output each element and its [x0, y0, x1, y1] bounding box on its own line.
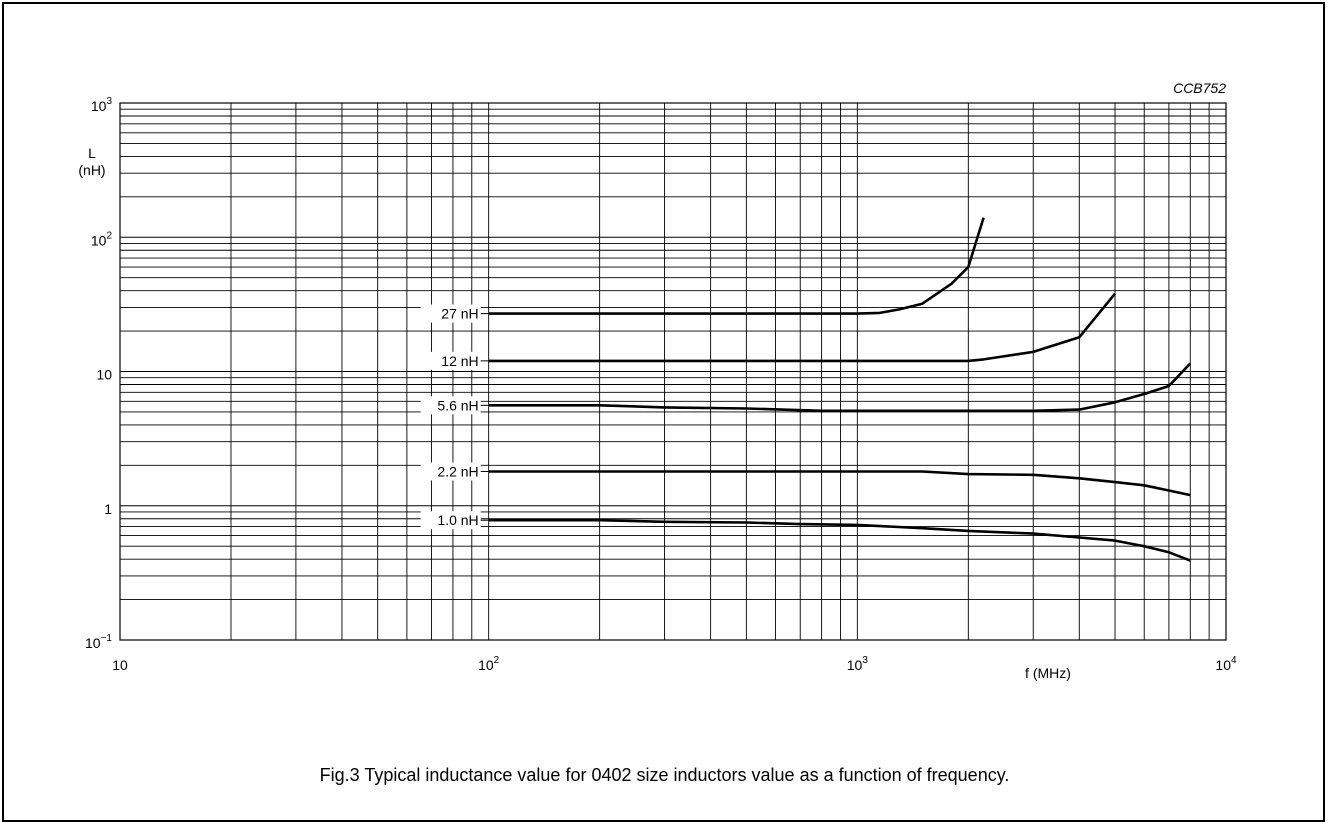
series-label-bg: [420, 396, 481, 415]
y-tick-label: 10: [96, 367, 112, 383]
series-line-4: [488, 518, 1191, 562]
x-tick-label: 104: [1215, 655, 1237, 673]
series-label-1: 12 nH: [441, 353, 478, 369]
y-axis-label: L: [88, 145, 96, 161]
y-tick-label: 1: [104, 501, 112, 517]
y-tick-label: 102: [91, 230, 113, 248]
series-label-bg: [420, 304, 481, 323]
series-label-0: 27 nH: [441, 306, 478, 322]
series-line-0: [488, 217, 985, 315]
series-line-1: [488, 292, 1117, 363]
series-label-bg: [420, 511, 481, 530]
x-tick-label: 10: [112, 657, 128, 673]
figure-id: CCB752: [1173, 80, 1226, 96]
x-tick-label: 102: [478, 655, 500, 673]
series-label-bg: [420, 351, 481, 370]
y-tick-label: 10−1: [85, 633, 112, 651]
series-label-bg: [420, 462, 481, 481]
series-line-2: [488, 362, 1192, 413]
y-axis-label: (nH): [78, 162, 105, 178]
y-tick-label: 103: [91, 96, 113, 114]
series-label-2: 5.6 nH: [437, 397, 478, 413]
x-axis-label: f (MHz): [1025, 665, 1071, 681]
series-label-4: 1.0 nH: [437, 512, 478, 528]
series-line-3: [488, 470, 1191, 497]
figure-caption: Fig.3 Typical inductance value for 0402 …: [319, 765, 1010, 785]
series-label-3: 2.2 nH: [437, 463, 478, 479]
x-tick-label: 103: [847, 655, 869, 673]
